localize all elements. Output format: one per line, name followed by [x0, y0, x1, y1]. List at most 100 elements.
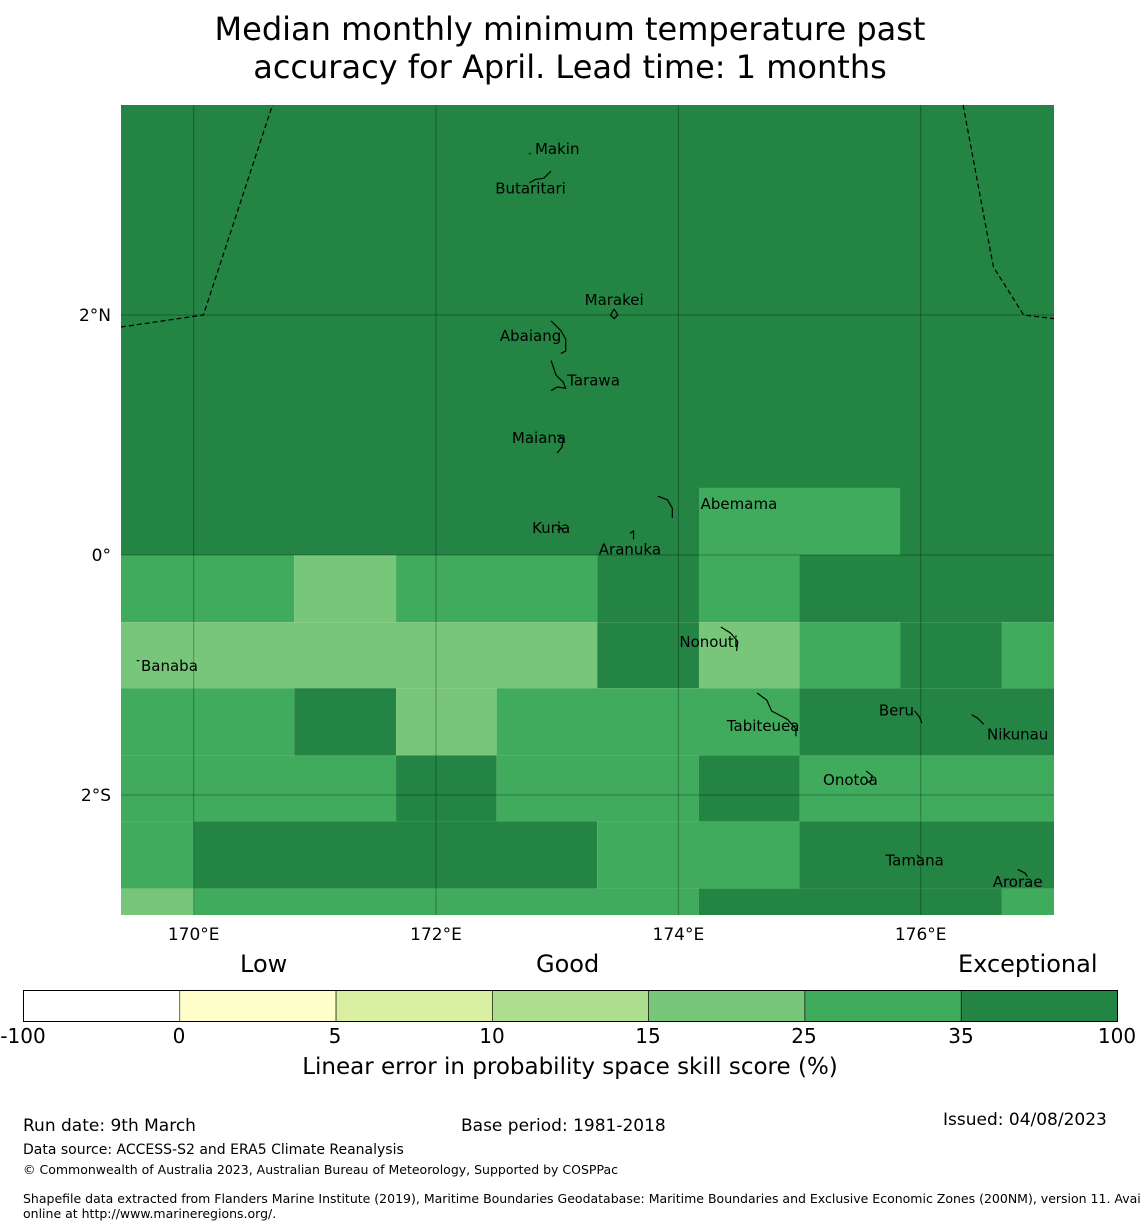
- skill-cell: [121, 821, 194, 889]
- shapefile-credit-line-2: online at http://www.marineregions.org/.: [23, 1206, 277, 1221]
- island-outline: [756, 692, 797, 737]
- colorbar-frame: [23, 990, 1118, 1022]
- island-outline: [550, 360, 567, 392]
- skill-cell: [121, 555, 295, 623]
- colorbar-bin: [335, 990, 493, 1022]
- island-outline: [629, 529, 635, 540]
- skill-cell: [799, 688, 1054, 756]
- colorbar-category-exceptional: Exceptional: [958, 950, 1098, 978]
- skill-cell: [698, 487, 901, 555]
- colorbar-bin: [23, 990, 181, 1022]
- island-label: Nikunau: [987, 726, 1048, 744]
- skill-cell: [193, 888, 699, 915]
- island-label: Arorae: [993, 873, 1043, 891]
- lon-tick-label: 174°E: [653, 925, 705, 945]
- colorbar-tick: 35: [948, 1024, 974, 1048]
- island-label: Onotoa: [823, 771, 878, 789]
- skill-cell: [799, 821, 1054, 889]
- skill-cell: [597, 555, 699, 623]
- colorbar-tick: 0: [172, 1024, 186, 1048]
- island-outline: [657, 495, 673, 518]
- skill-cell: [121, 888, 194, 915]
- colorbar-category-low: Low: [240, 950, 288, 978]
- island-label: Nonouti: [679, 633, 738, 651]
- island-label: Abemama: [701, 495, 778, 513]
- island-outline: [556, 524, 564, 531]
- colorbar-tick: -100: [0, 1024, 46, 1048]
- island-label: Marakei: [585, 291, 644, 309]
- island-label: Banaba: [141, 657, 198, 675]
- skill-cell: [121, 688, 295, 756]
- island-outlines: [136, 152, 1028, 877]
- island-outline: [550, 320, 567, 354]
- skill-cell: [799, 555, 1054, 623]
- skill-cell: [698, 888, 1002, 915]
- island-label: Aranuka: [599, 541, 661, 559]
- colorbar-bin: [648, 990, 806, 1022]
- title-line-1: Median monthly minimum temperature past: [214, 10, 926, 48]
- lat-tick-label: 2°S: [81, 786, 111, 806]
- axis-ticks: 170°E 172°E 174°E 176°E 2°N 0° 2°S: [79, 306, 947, 945]
- colorbar-bin: [492, 990, 649, 1022]
- island-outline: [916, 854, 920, 858]
- lat-tick-label: 0°: [92, 546, 111, 566]
- skill-cell: [698, 622, 800, 689]
- skill-cell: [698, 555, 800, 623]
- island-outline: [971, 714, 985, 725]
- island-outline: [529, 170, 552, 184]
- eez-boundaries: [120, 104, 1055, 328]
- island-outline: [556, 434, 564, 454]
- colorbar-title: Linear error in probability space skill …: [302, 1054, 838, 1080]
- colorbar-tick: 5: [328, 1024, 342, 1048]
- skill-cell: [799, 622, 901, 689]
- skill-cell: [496, 755, 699, 822]
- island-label: Tamana: [884, 852, 943, 870]
- lon-tick-label: 170°E: [168, 925, 220, 945]
- eez-boundary-line: [962, 104, 1055, 320]
- data-source: Data source: ACCESS-S2 and ERA5 Climate …: [23, 1142, 404, 1158]
- skill-cell: [1001, 622, 1054, 689]
- skill-map: Makin Butaritari Marakei Abaiang Tarawa Maian…: [79, 104, 1055, 945]
- island-outline: [914, 710, 923, 724]
- skill-cell: [597, 821, 800, 889]
- skill-cell: [396, 555, 598, 623]
- skill-cell: [396, 688, 497, 756]
- island-outline: [609, 308, 619, 320]
- skill-cell: [1001, 888, 1054, 915]
- lon-tick-label: 172°E: [410, 925, 462, 945]
- eez-boundary-line: [120, 104, 274, 328]
- island-label: Maiana: [512, 429, 566, 447]
- colorbar-bin: [804, 990, 962, 1022]
- run-date: Run date: 9th March: [23, 1116, 196, 1136]
- island-label: Beru: [879, 702, 914, 720]
- lon-tick-label: 176°E: [895, 925, 947, 945]
- colorbar: [23, 990, 1118, 1022]
- skill-cell: [294, 688, 397, 756]
- colorbar-category-good: Good: [536, 950, 600, 978]
- colorbar-tick: 100: [1097, 1024, 1137, 1048]
- base-period: Base period: 1981-2018: [461, 1116, 666, 1136]
- skill-cell: [121, 622, 598, 689]
- shapefile-credit-line-1: Shapefile data extracted from Flanders M…: [23, 1191, 1140, 1206]
- skill-cell: [294, 555, 397, 623]
- island-label: Makin: [535, 140, 580, 158]
- map-title: Median monthly minimum temperature past …: [0, 10, 1140, 86]
- colorbar-tick: 15: [635, 1024, 661, 1048]
- skill-grid: [121, 105, 1054, 915]
- skill-cell: [396, 755, 497, 822]
- colorbar-tick: 10: [479, 1024, 505, 1048]
- graticule: [121, 105, 1054, 915]
- skill-cell: [121, 105, 1054, 555]
- island-label: Abaiang: [500, 327, 561, 345]
- issued-date: Issued: 04/08/2023: [943, 1110, 1107, 1130]
- colorbar-bin: [960, 990, 1118, 1022]
- colorbar-tick: 25: [791, 1024, 817, 1048]
- title-line-2: accuracy for April. Lead time: 1 months: [253, 48, 887, 86]
- island-label: Tarawa: [566, 372, 620, 390]
- island-label: Tabiteuea: [726, 717, 800, 735]
- skill-cell: [698, 755, 800, 822]
- colorbar-bin: [179, 990, 337, 1022]
- lat-tick-label: 2°N: [79, 306, 111, 326]
- skill-cell: [597, 622, 699, 689]
- island-outline: [720, 626, 739, 652]
